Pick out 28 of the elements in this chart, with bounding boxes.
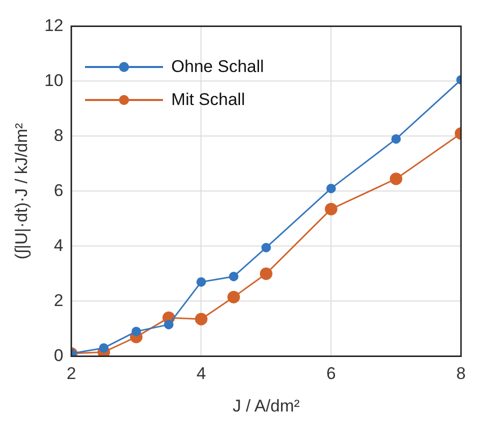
y-tick-label: 8 [54, 126, 64, 145]
y-axis-title: (∫|U|·dt)·J / kJ/dm² [12, 122, 31, 260]
point [324, 202, 338, 216]
point [260, 267, 272, 280]
y-tick-label: 12 [44, 16, 64, 35]
point [196, 277, 206, 287]
point [391, 134, 401, 144]
x-tick-label: 2 [66, 364, 76, 384]
point [194, 312, 208, 326]
legend-label: Ohne Schall [171, 56, 264, 77]
y-tick-label: 2 [54, 290, 64, 310]
point [227, 290, 240, 304]
x-tick-label: 4 [196, 364, 206, 384]
point [326, 184, 336, 194]
x-tick-label: 8 [456, 364, 466, 384]
point [132, 326, 142, 336]
point [261, 242, 271, 252]
point [99, 343, 109, 353]
y-tick-label: 10 [44, 70, 64, 90]
point [164, 320, 174, 330]
y-tick-label: 0 [54, 346, 64, 365]
point [390, 172, 402, 186]
x-tick-label: 6 [326, 364, 336, 384]
x-axis-title: J / A/dm² [232, 396, 300, 416]
y-tick-label: 4 [54, 236, 64, 255]
legend-label: Mit Schall [171, 90, 245, 110]
y-tick-label: 6 [54, 180, 64, 200]
point [228, 272, 238, 282]
